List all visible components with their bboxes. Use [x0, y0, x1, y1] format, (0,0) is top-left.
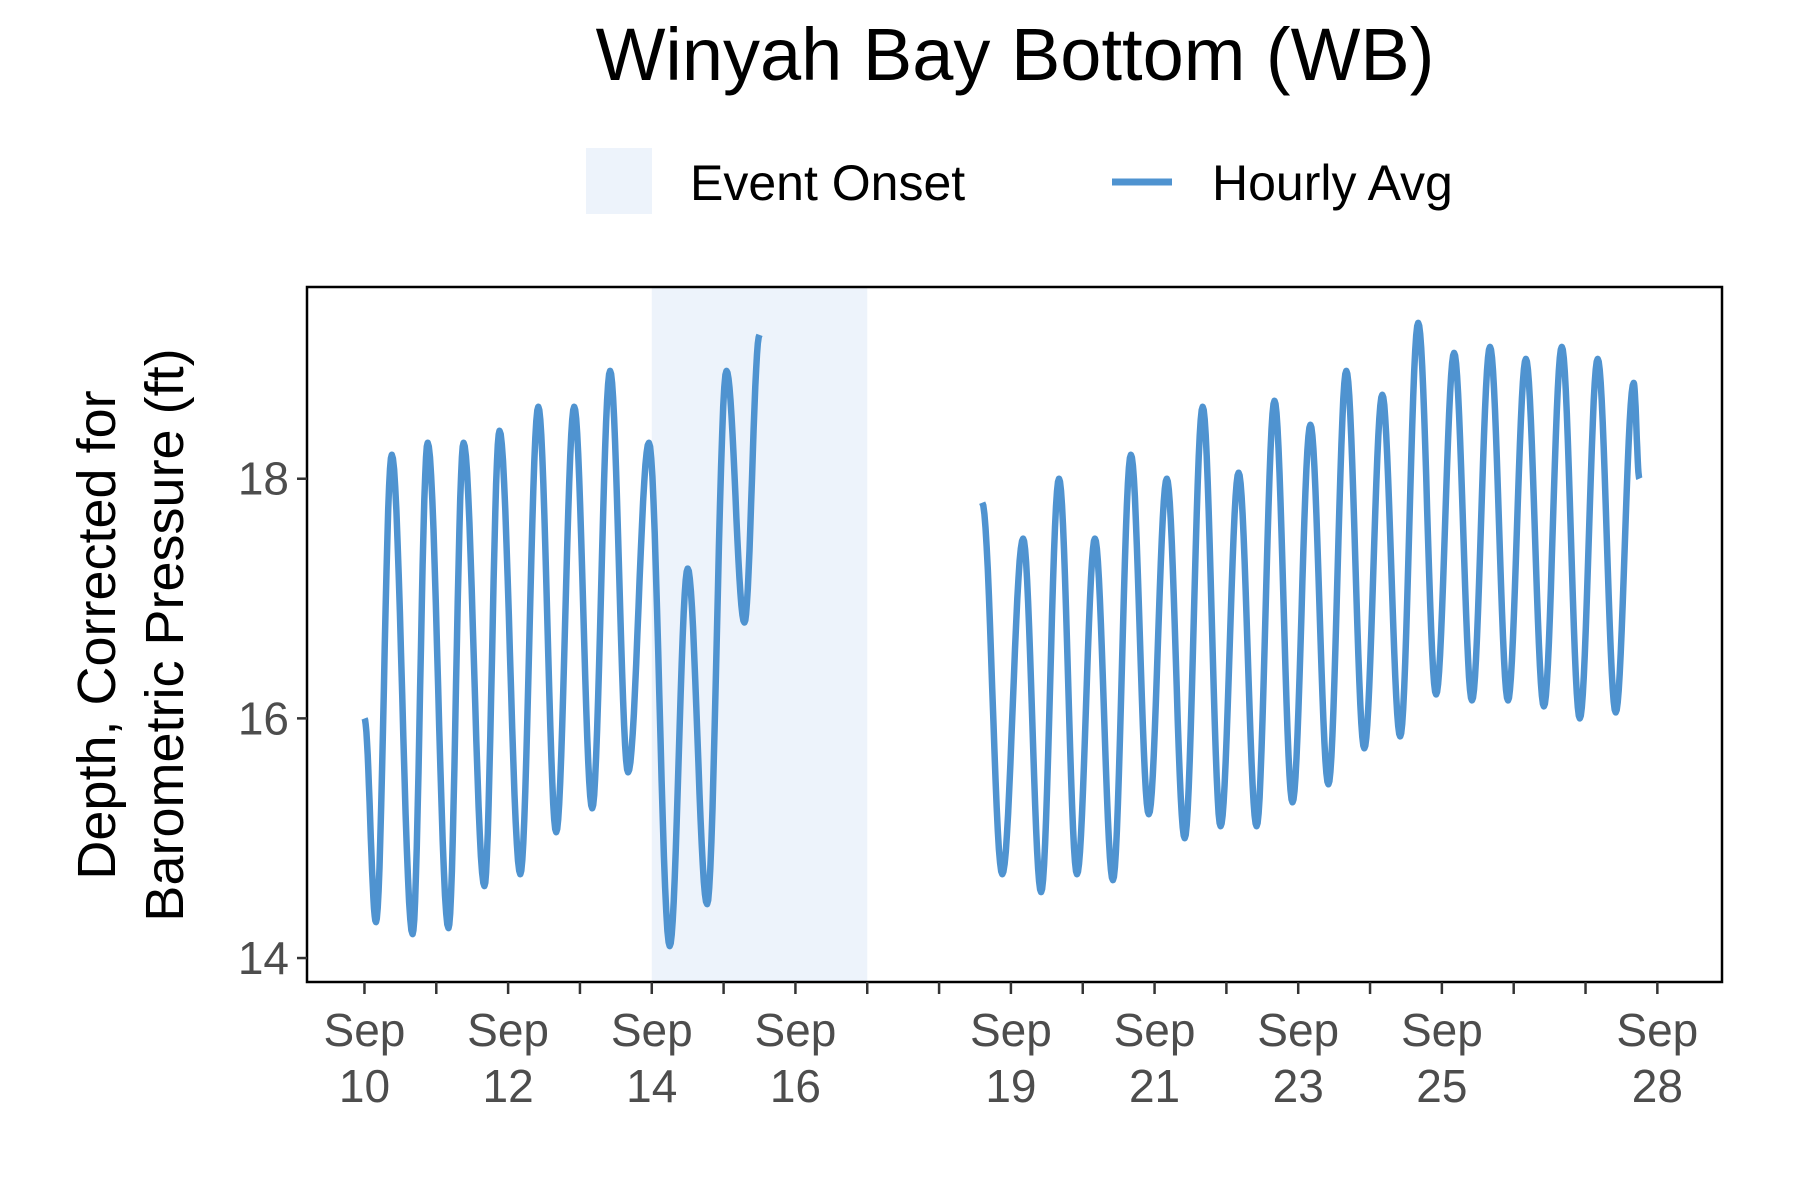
x-tick-label-sep-21-month: Sep [1114, 1004, 1196, 1056]
x-tick-label-sep-12-day: 12 [483, 1060, 534, 1112]
legend: Event Onset Hourly Avg [586, 148, 1453, 214]
x-tick-label-sep-10-month: Sep [324, 1004, 406, 1056]
y-axis-title-line2: Barometric Pressure (ft) [135, 348, 195, 921]
series-line-hourly-avg-segment-2 [979, 319, 1643, 896]
x-tick-label-sep-16-month: Sep [754, 1004, 836, 1056]
y-tick-label-14: 14 [238, 932, 289, 984]
plot-border [305, 285, 1724, 984]
x-tick-label-sep-23-month: Sep [1257, 1004, 1339, 1056]
series-line-hourly-avg-segment-1 [361, 333, 763, 950]
y-axis-title: Depth, Corrected for Barometric Pressure… [67, 348, 195, 921]
x-tick-label-sep-25-month: Sep [1401, 1004, 1483, 1056]
y-axis-title-line1: Depth, Corrected for [67, 390, 127, 879]
x-tick-label-sep-10-day: 10 [339, 1060, 390, 1112]
x-tick-label-sep-28-month: Sep [1616, 1004, 1698, 1056]
axis-layer: 141618Sep10Sep12Sep14Sep16Sep19Sep21Sep2… [238, 453, 1698, 1112]
x-tick-label-sep-19-day: 19 [985, 1060, 1036, 1112]
event-onset-band [651, 287, 868, 982]
series-layer [361, 319, 1643, 950]
x-tick-label-sep-23-day: 23 [1273, 1060, 1324, 1112]
chart-title: Winyah Bay Bottom (WB) [596, 13, 1435, 96]
x-tick-label-sep-12-month: Sep [467, 1004, 549, 1056]
shade-layer [651, 287, 868, 982]
x-tick-label-sep-14-month: Sep [611, 1004, 693, 1056]
x-tick-label-sep-21-day: 21 [1129, 1060, 1180, 1112]
x-tick-label-sep-14-day: 14 [626, 1060, 677, 1112]
x-tick-label-sep-25-day: 25 [1416, 1060, 1467, 1112]
y-tick-label-18: 18 [238, 453, 289, 505]
y-tick-label-16: 16 [238, 692, 289, 744]
legend-key-event-onset [586, 148, 652, 214]
x-tick-label-sep-28-day: 28 [1632, 1060, 1683, 1112]
legend-label-event-onset: Event Onset [690, 155, 965, 211]
x-tick-label-sep-16-day: 16 [770, 1060, 821, 1112]
x-tick-label-sep-19-month: Sep [970, 1004, 1052, 1056]
legend-label-hourly-avg: Hourly Avg [1212, 155, 1453, 211]
